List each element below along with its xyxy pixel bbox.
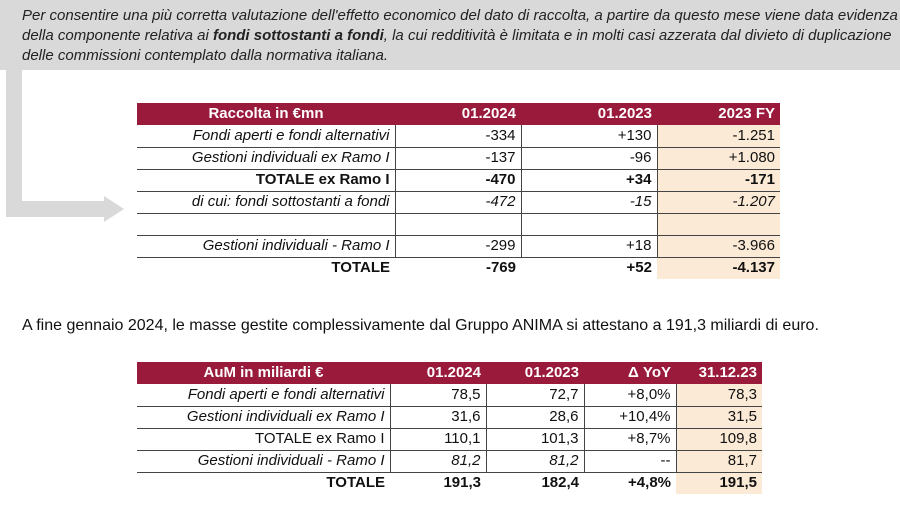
cell-value: 109,8 — [675, 428, 762, 451]
row-label: TOTALE — [331, 259, 390, 277]
table-row: TOTALE ex Ramo I 110,1 101,3 +8,7% 109,8 — [137, 428, 762, 451]
table-row: Gestioni individuali ex Ramo I -137 -96 … — [137, 147, 780, 170]
table-row: TOTALE ex Ramo I -470 +34 -171 — [137, 169, 780, 192]
column-header: Δ YoY — [584, 362, 676, 384]
note-text-part1: Per consentire una più corretta valutazi… — [22, 7, 898, 44]
row-label: Gestioni individuali ex Ramo I — [137, 406, 390, 429]
cell-value: +10,4% — [583, 406, 676, 429]
cell-value: 31,6 — [389, 406, 486, 429]
column-header: 31.12.23 — [676, 362, 762, 384]
table-row: Fondi aperti e fondi alternativi -334 +1… — [137, 125, 780, 148]
cell-value: -3.966 — [656, 235, 780, 258]
row-label: Gestioni individuali - Ramo I — [137, 450, 390, 473]
cell-value — [520, 213, 657, 236]
note-box — [0, 0, 900, 70]
cell-value — [394, 213, 521, 236]
cell-value: 78,5 — [389, 384, 486, 407]
cell-value: +34 — [520, 169, 657, 192]
table-header-row: Raccolta in €mn 01.2024 01.2023 2023 FY — [137, 103, 780, 125]
table-header-row: AuM in miliardi € 01.2024 01.2023 Δ YoY … — [137, 362, 762, 384]
cell-value: -4.137 — [657, 257, 780, 279]
cell-value: -171 — [656, 169, 780, 192]
table-row: di cui: fondi sottostanti a fondi -472 -… — [137, 191, 780, 214]
cell-value: 28,6 — [485, 406, 584, 429]
cell-value: 81,2 — [389, 450, 486, 473]
table-row: Gestioni individuali - Ramo I -299 +18 -… — [137, 235, 780, 258]
table-row: Fondi aperti e fondi alternativi 78,5 72… — [137, 384, 762, 407]
row-label: Fondi aperti e fondi alternativi — [137, 125, 395, 148]
row-label: Gestioni individuali - Ramo I — [137, 235, 395, 258]
cell-value: +4,8% — [628, 474, 671, 492]
cell-value: 78,3 — [675, 384, 762, 407]
aum-summary-text: A fine gennaio 2024, le masse gestite co… — [22, 317, 819, 334]
note-text: Per consentire una più corretta valutazi… — [22, 6, 898, 66]
cell-value: -137 — [394, 147, 521, 170]
column-header: 01.2023 — [521, 103, 657, 125]
cell-value: 191,5 — [676, 472, 762, 494]
cell-value: +18 — [520, 235, 657, 258]
cell-value: +52 — [626, 259, 652, 277]
table-row-total: TOTALE -769 +52 -4.137 — [137, 257, 780, 279]
cell-value: 101,3 — [485, 428, 584, 451]
cell-value: -1.251 — [656, 125, 780, 148]
row-label: Fondi aperti e fondi alternativi — [137, 384, 390, 407]
row-label: TOTALE ex Ramo I — [137, 428, 390, 451]
cell-value: -334 — [394, 125, 521, 148]
row-label: TOTALE ex Ramo I — [137, 169, 395, 192]
table-row: Gestioni individuali ex Ramo I 31,6 28,6… — [137, 406, 762, 429]
cell-value: -- — [583, 450, 676, 473]
table-row: Gestioni individuali - Ramo I 81,2 81,2 … — [137, 450, 762, 473]
cell-value — [656, 213, 780, 236]
raccolta-table: Raccolta in €mn 01.2024 01.2023 2023 FY … — [137, 103, 780, 279]
aum-table: AuM in miliardi € 01.2024 01.2023 Δ YoY … — [137, 362, 762, 494]
cell-value: 72,7 — [485, 384, 584, 407]
column-header: 01.2024 — [390, 362, 486, 384]
cell-value: +8,7% — [583, 428, 676, 451]
cell-value: -299 — [394, 235, 521, 258]
cell-value: 31,5 — [675, 406, 762, 429]
cell-value: +130 — [520, 125, 657, 148]
table-row-total: TOTALE 191,3 182,4 +4,8% 191,5 — [137, 472, 762, 494]
cell-value: 81,7 — [675, 450, 762, 473]
cell-value: 191,3 — [443, 474, 481, 492]
note-text-bold: fondi sottostanti a fondi — [212, 27, 384, 44]
row-label: di cui: fondi sottostanti a fondi — [137, 191, 395, 214]
row-label: TOTALE — [326, 474, 385, 492]
cell-value: +1.080 — [656, 147, 780, 170]
cell-value: -470 — [394, 169, 521, 192]
column-header: Raccolta in €mn — [137, 103, 395, 125]
row-label — [137, 213, 395, 236]
column-header: 01.2024 — [395, 103, 521, 125]
cell-value: 81,2 — [485, 450, 584, 473]
cell-value: -1.207 — [656, 191, 780, 214]
cell-value: 110,1 — [389, 428, 486, 451]
table-row-spacer — [137, 213, 780, 236]
arrow-head-icon — [104, 196, 124, 222]
note-text-part2: , la cui redditività è limitata e in mol… — [22, 27, 892, 64]
cell-value: -472 — [394, 191, 521, 214]
row-label: Gestioni individuali ex Ramo I — [137, 147, 395, 170]
cell-value: 182,4 — [541, 474, 579, 492]
arrow-shaft — [6, 201, 106, 217]
arrow-connector — [6, 70, 22, 210]
column-header: 2023 FY — [657, 103, 780, 125]
cell-value: -15 — [520, 191, 657, 214]
cell-value: -96 — [520, 147, 657, 170]
cell-value: +8,0% — [583, 384, 676, 407]
column-header: 01.2023 — [486, 362, 584, 384]
column-header: AuM in miliardi € — [137, 362, 390, 384]
cell-value: -769 — [485, 259, 516, 277]
